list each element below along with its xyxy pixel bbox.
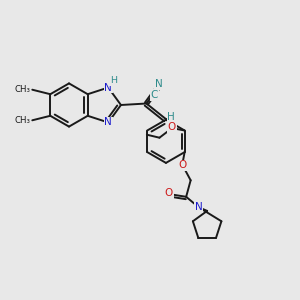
Text: N: N xyxy=(104,118,112,128)
Text: N: N xyxy=(154,79,162,89)
Text: CH₃: CH₃ xyxy=(14,85,30,94)
Text: O: O xyxy=(178,160,187,170)
Text: CH₃: CH₃ xyxy=(14,116,30,125)
Text: N: N xyxy=(104,82,112,92)
Text: O: O xyxy=(168,122,176,133)
Text: H: H xyxy=(167,112,175,122)
Text: H: H xyxy=(110,76,117,85)
Text: C: C xyxy=(151,90,158,100)
Text: O: O xyxy=(165,188,173,199)
Text: N: N xyxy=(195,202,202,212)
